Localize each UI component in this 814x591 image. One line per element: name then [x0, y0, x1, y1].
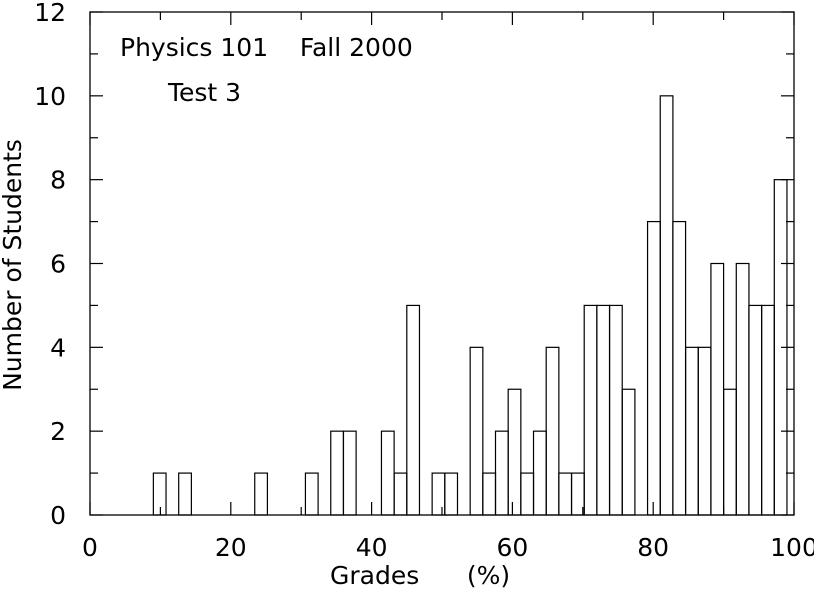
y-tick-label: 12 — [34, 0, 66, 27]
plot-frame — [89, 11, 795, 516]
histogram-bar — [330, 430, 345, 516]
histogram-bar — [545, 346, 560, 516]
histogram-bar — [608, 304, 623, 516]
histogram-bar — [672, 220, 687, 516]
y-tick-label: 8 — [50, 166, 66, 195]
chart-title-line-2: Test 3 — [167, 78, 241, 107]
y-axis-label: Number of Students — [0, 139, 27, 391]
y-tick-label: 2 — [50, 417, 66, 446]
histogram-bar — [494, 430, 509, 516]
histogram-bar — [393, 472, 408, 516]
histogram-bar — [646, 220, 661, 516]
histogram-bar — [431, 472, 446, 516]
histogram-bar — [304, 472, 319, 516]
x-axis-label: Grades (%) — [330, 561, 510, 590]
histogram-bar — [722, 388, 737, 516]
y-tick-label: 6 — [50, 250, 66, 279]
histogram-bar — [469, 346, 484, 516]
histogram-bar — [596, 304, 611, 516]
x-tick-label: 60 — [496, 533, 528, 562]
y-tick-label: 4 — [50, 333, 66, 362]
histogram-bar — [621, 388, 636, 516]
histogram-bar — [178, 472, 192, 516]
x-tick-label: 80 — [637, 533, 669, 562]
y-tick-label: 10 — [34, 82, 66, 111]
bars-group — [152, 95, 788, 516]
histogram-bar — [342, 430, 357, 516]
histogram-bar — [444, 472, 459, 516]
histogram-bar — [761, 304, 775, 516]
histogram-bar — [254, 472, 269, 516]
histogram-bar — [583, 304, 598, 516]
histogram-bar — [507, 388, 522, 516]
histogram-bar — [684, 346, 699, 516]
histogram-bar — [520, 472, 535, 516]
x-tick-label: 0 — [82, 533, 98, 562]
histogram-bar — [748, 304, 763, 516]
y-tick-label: 0 — [50, 501, 66, 530]
histogram-bar — [152, 472, 167, 516]
histogram-bar — [532, 430, 547, 516]
histogram-bar — [710, 262, 725, 516]
histogram-bar — [697, 346, 712, 516]
histogram-bar — [735, 262, 750, 516]
labels-group: 0 20 40 60 80 100 0 2 4 6 8 10 12 — [34, 0, 814, 562]
histogram-bar — [558, 472, 573, 516]
histogram-bar — [406, 304, 421, 516]
x-tick-label: 40 — [356, 533, 388, 562]
x-tick-label: 20 — [215, 533, 247, 562]
histogram-bar — [659, 95, 674, 516]
histogram-bar — [482, 472, 497, 516]
histogram-bar — [380, 430, 395, 516]
x-tick-label: 100 — [770, 533, 814, 562]
chart-title-line-1: Physics 101 Fall 2000 — [120, 33, 413, 62]
